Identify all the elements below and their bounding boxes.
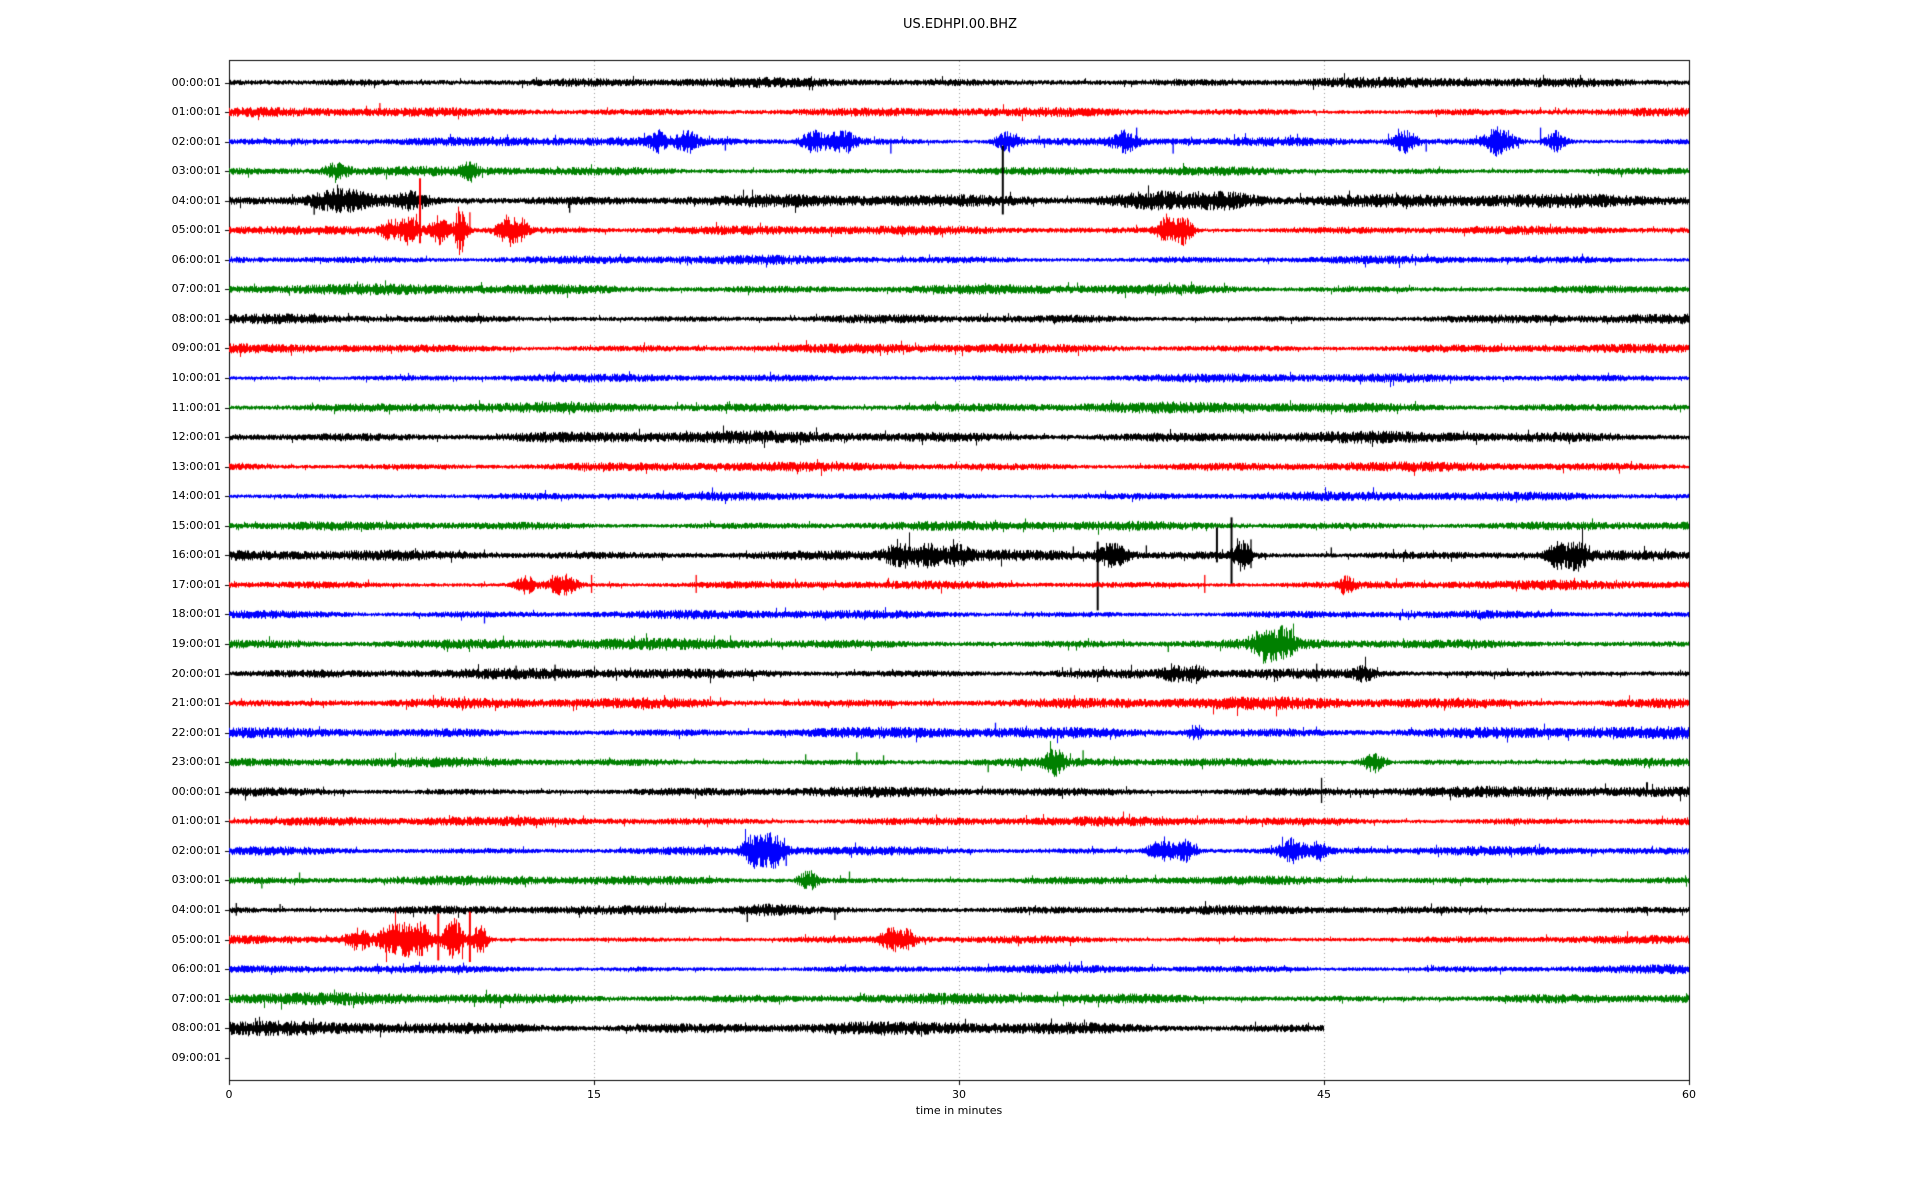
- y-tick-label: 11:00:01: [171, 400, 221, 414]
- x-axis-title: time in minutes: [915, 1104, 1003, 1117]
- y-tick-label: 16:00:01: [171, 548, 221, 562]
- y-tick-label: 12:00:01: [171, 430, 221, 444]
- x-tick-label: 60: [1682, 1088, 1696, 1101]
- y-tick-label: 15:00:01: [171, 518, 221, 532]
- x-tick-label: 15: [587, 1088, 601, 1101]
- y-tick-label: 22:00:01: [171, 725, 221, 739]
- y-tick-label: 01:00:01: [171, 105, 221, 119]
- y-tick-label: 06:00:01: [171, 962, 221, 976]
- y-tick-label: 04:00:01: [171, 903, 221, 917]
- y-tick-label: 07:00:01: [171, 282, 221, 296]
- y-tick-label: 05:00:01: [171, 223, 221, 237]
- y-tick-label: 14:00:01: [171, 489, 221, 503]
- y-tick-label: 02:00:01: [171, 843, 221, 857]
- y-tick-label: 23:00:01: [171, 755, 221, 769]
- y-tick-label: 20:00:01: [171, 666, 221, 680]
- y-tick-label: 00:00:01: [171, 75, 221, 89]
- y-tick-label: 04:00:01: [171, 193, 221, 207]
- plot-title: US.EDHPI.00.BHZ: [903, 17, 1017, 32]
- y-tick-label: 01:00:01: [171, 814, 221, 828]
- y-tick-label: 05:00:01: [171, 932, 221, 946]
- x-tick-label: 45: [1317, 1088, 1331, 1101]
- y-tick-label: 18:00:01: [171, 607, 221, 621]
- y-tick-label: 06:00:01: [171, 252, 221, 266]
- y-tick-label: 10:00:01: [171, 371, 221, 385]
- y-tick-label: 13:00:01: [171, 459, 221, 473]
- y-tick-label: 02:00:01: [171, 134, 221, 148]
- y-tick-label: 03:00:01: [171, 873, 221, 887]
- y-tick-label: 07:00:01: [171, 991, 221, 1005]
- y-tick-label: 19:00:01: [171, 637, 221, 651]
- x-tick-label: 0: [225, 1088, 233, 1101]
- y-tick-label: 09:00:01: [171, 1050, 221, 1064]
- y-tick-label: 09:00:01: [171, 341, 221, 355]
- y-tick-label: 08:00:01: [171, 311, 221, 325]
- y-tick-label: 21:00:01: [171, 696, 221, 710]
- y-tick-label: 08:00:01: [171, 1021, 221, 1035]
- y-tick-label: 17:00:01: [171, 577, 221, 591]
- x-tick-label: 30: [952, 1088, 966, 1101]
- y-tick-label: 03:00:01: [171, 164, 221, 178]
- y-tick-label: 00:00:01: [171, 784, 221, 798]
